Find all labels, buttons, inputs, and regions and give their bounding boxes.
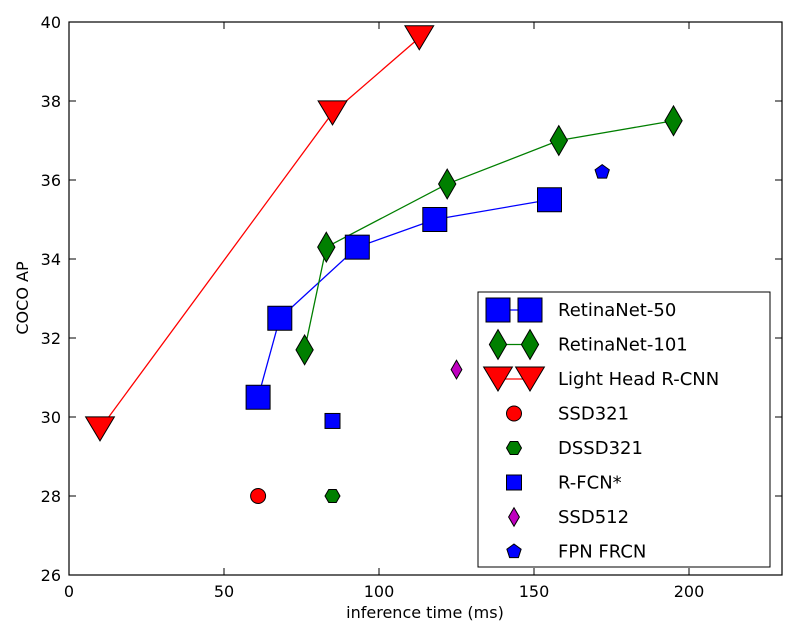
legend-marker-light-head-r-cnn: [514, 366, 546, 392]
legend-marker-fpn-frcn: [506, 543, 522, 559]
y-tick-label: 30: [41, 408, 61, 427]
legend-label-light-head-r-cnn: Light Head R-CNN: [558, 369, 719, 390]
data-point-retinanet-101: [317, 231, 336, 264]
legend-marker-retinanet-101: [488, 328, 508, 361]
legend-label-fpn-frcn: FPN FRCN: [558, 542, 646, 563]
data-point-dssd321: [324, 489, 341, 503]
legend-marker-dssd321: [505, 441, 523, 455]
y-tick-label: 36: [41, 171, 61, 190]
x-tick-label: 100: [364, 582, 395, 601]
data-point-retinanet-50: [537, 187, 562, 213]
legend-label-r-fcn: R-FCN*: [558, 473, 622, 494]
y-tick-label: 38: [41, 92, 61, 111]
data-point-r-fcn: [324, 412, 341, 429]
data-point-light-head-r-cnn: [84, 416, 116, 442]
legend-marker-retinanet-50: [517, 297, 543, 323]
data-point-light-head-r-cnn: [404, 25, 435, 51]
legend-marker-retinanet-50: [485, 297, 511, 323]
legend-marker-ssd512: [508, 506, 520, 528]
data-point-retinanet-50: [267, 305, 293, 331]
data-point-ssd512: [450, 359, 463, 380]
y-tick-label: 28: [41, 487, 61, 506]
x-tick-label: 150: [519, 582, 550, 601]
data-point-light-head-r-cnn: [317, 100, 348, 126]
data-point-fpn-frcn: [594, 163, 610, 179]
legend-marker-r-fcn: [506, 474, 522, 491]
data-point-retinanet-101: [664, 104, 683, 137]
legend-label-dssd321: DSSD321: [558, 438, 643, 459]
y-tick-label: 34: [41, 250, 61, 269]
y-tick-label: 40: [41, 13, 61, 32]
data-point-retinanet-50: [344, 234, 370, 260]
legend-label-ssd512: SSD512: [558, 507, 629, 528]
data-point-retinanet-101: [549, 124, 569, 157]
x-axis-label: inference time (ms): [346, 603, 504, 622]
legend-label-retinanet-50: RetinaNet-50: [558, 300, 676, 321]
x-tick-label: 50: [214, 582, 234, 601]
legend: RetinaNet-50 RetinaNet-101 Light Head R-CN…: [477, 291, 771, 568]
data-point-retinanet-50: [422, 207, 448, 232]
data-point-retinanet-50: [245, 384, 271, 410]
series-markers: [84, 25, 683, 504]
legend-label-retinanet-101: RetinaNet-101: [558, 335, 688, 356]
y-tick-label: 26: [41, 566, 61, 585]
legend-label-ssd321: SSD321: [558, 404, 629, 425]
x-tick-label: 0: [64, 582, 74, 601]
data-point-retinanet-101: [437, 168, 457, 200]
legend-marker-light-head-r-cnn: [482, 366, 514, 392]
y-tick-label: 32: [41, 329, 61, 348]
x-tick-label: 200: [674, 582, 705, 601]
y-axis-label: COCO AP: [13, 261, 32, 335]
legend-marker-ssd321: [506, 405, 522, 422]
axis-ticks: 0 50 100 150 200 26 28 30 32 34 36 38 40: [41, 13, 782, 601]
data-point-retinanet-101: [295, 333, 314, 366]
legend-marker-retinanet-101: [520, 328, 540, 361]
data-point-ssd321: [250, 488, 267, 504]
